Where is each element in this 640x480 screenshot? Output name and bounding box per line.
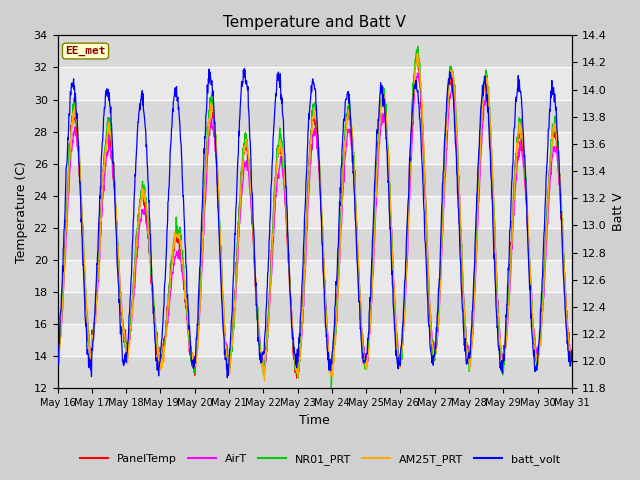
Y-axis label: Batt V: Batt V: [612, 192, 625, 231]
Title: Temperature and Batt V: Temperature and Batt V: [223, 15, 406, 30]
Bar: [58, 132, 572, 164]
Text: EE_met: EE_met: [65, 46, 106, 56]
Y-axis label: Temperature (C): Temperature (C): [15, 161, 28, 263]
Bar: [58, 260, 572, 292]
Bar: [58, 36, 572, 67]
Bar: [58, 164, 572, 196]
Bar: [58, 99, 572, 132]
Bar: [58, 196, 572, 228]
X-axis label: Time: Time: [300, 414, 330, 427]
Bar: [58, 67, 572, 99]
Bar: [58, 324, 572, 356]
Bar: [58, 228, 572, 260]
Bar: [58, 292, 572, 324]
Legend: PanelTemp, AirT, NR01_PRT, AM25T_PRT, batt_volt: PanelTemp, AirT, NR01_PRT, AM25T_PRT, ba…: [76, 450, 564, 469]
Bar: [58, 356, 572, 388]
